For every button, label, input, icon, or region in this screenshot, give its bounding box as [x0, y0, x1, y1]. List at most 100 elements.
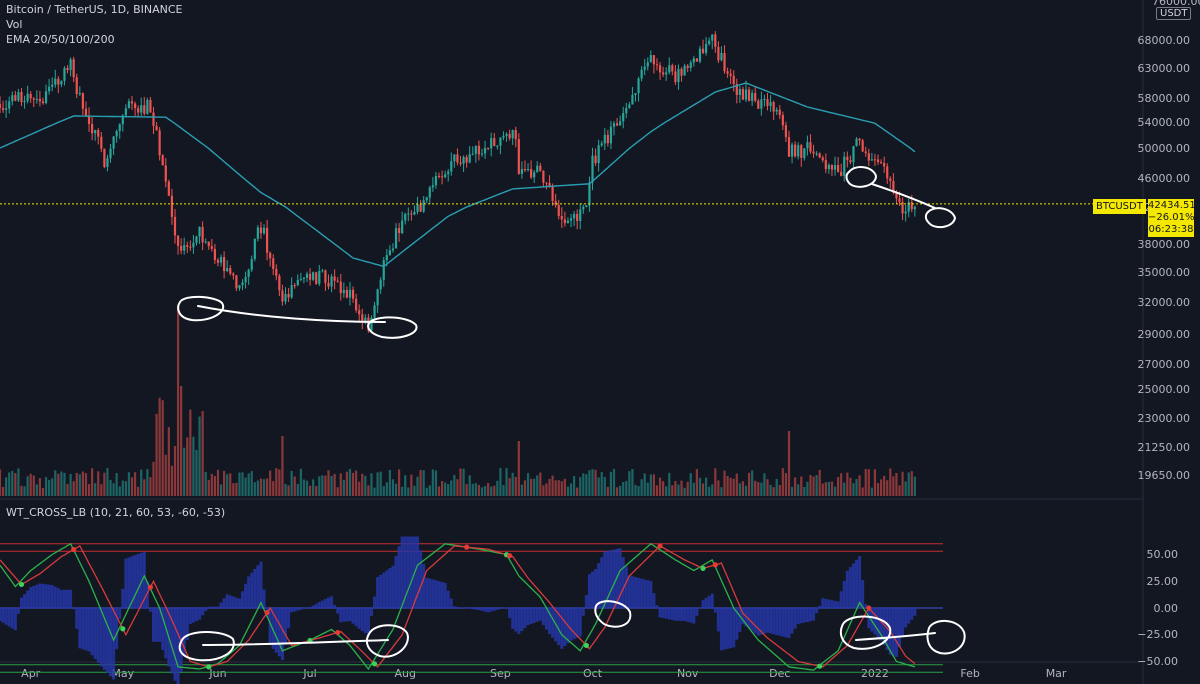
time-axis-tick-label: Jun [208, 667, 226, 680]
volume-bar [735, 473, 738, 496]
candle-body [631, 94, 634, 105]
volume-bar [889, 468, 892, 496]
volume-bar [428, 485, 431, 496]
volume-bar [701, 483, 705, 496]
histogram-bar [271, 608, 275, 649]
candle-body [772, 102, 775, 112]
volume-bar [655, 485, 659, 496]
volume-bar [662, 481, 665, 496]
volume-bar [615, 487, 619, 496]
volume-bar [155, 413, 158, 496]
volume-bar [692, 482, 695, 496]
candle-body [588, 182, 591, 206]
histogram-bar [793, 608, 797, 629]
candle-body [794, 144, 797, 157]
candle-body [849, 160, 852, 163]
volume-bar [508, 478, 511, 496]
histogram-bar [26, 590, 30, 608]
volume-bar [849, 477, 852, 496]
candle-body [843, 156, 846, 176]
currency-unit-label[interactable]: USDT [1156, 7, 1192, 20]
histogram-bar [345, 608, 349, 622]
histogram-bar [452, 606, 456, 608]
candle-body [787, 137, 791, 157]
volume-bar [913, 476, 916, 496]
histogram-bar [416, 536, 420, 608]
candle-body [84, 108, 88, 116]
candle-body [118, 124, 121, 132]
volume-bar [622, 482, 625, 496]
histogram-bar [115, 608, 119, 650]
ema-legend[interactable]: EMA 20/50/100/200 [6, 33, 115, 46]
last-price-tag: 42434.51 −26.01% 06:23:38 [1148, 199, 1196, 237]
candle-body [364, 317, 367, 322]
oscillator-axis-tick-label: −50.00 [1137, 655, 1178, 668]
histogram-bar [624, 566, 628, 608]
oscillator-legend[interactable]: WT_CROSS_LB (10, 21, 60, 53, -60, -53) [6, 506, 226, 519]
oscillator-axis-tick-label: −25.00 [1137, 628, 1178, 641]
histogram-bar [664, 608, 668, 619]
volume-bar [379, 471, 382, 496]
volume-legend[interactable]: Vol [6, 18, 23, 31]
histogram-bar [891, 608, 895, 656]
histogram-bar [397, 546, 401, 608]
histogram-bar [342, 608, 346, 622]
candle-body [149, 99, 152, 113]
candle-body [462, 157, 465, 164]
price-axis-tick-label: 63000.00 [1138, 62, 1191, 75]
candle-body [91, 123, 94, 134]
annotation-stroke [177, 295, 225, 322]
candle-body [809, 142, 812, 152]
volume-bar [256, 480, 259, 496]
candle-body [511, 130, 514, 139]
candle-body [416, 204, 419, 212]
volume-bar [628, 471, 631, 496]
candle-body [760, 99, 763, 109]
cross-dot [71, 546, 77, 553]
candle-body [723, 52, 726, 72]
volume-bar [717, 480, 720, 496]
price-axis-tick-label: 68000.00 [1138, 34, 1191, 47]
volume-bar [683, 487, 686, 496]
candle-body [434, 175, 438, 186]
volume-bar [41, 487, 45, 496]
candle-body [628, 104, 631, 108]
volume-bar [557, 480, 560, 496]
histogram-bar [683, 608, 687, 621]
histogram-bar [308, 607, 312, 608]
histogram-bar [529, 608, 533, 624]
histogram-bar [121, 588, 125, 608]
candle-body [720, 52, 723, 61]
histogram-bar [855, 559, 859, 608]
candle-body [275, 268, 278, 276]
candle-body [216, 259, 220, 263]
candle-body [133, 103, 137, 109]
candle-body [290, 285, 293, 298]
histogram-bar [802, 608, 806, 623]
volume-bar [483, 486, 487, 496]
candle-body [910, 202, 913, 210]
volume-bar [146, 469, 149, 496]
histogram-bar [219, 602, 223, 608]
histogram-bar [867, 608, 871, 629]
volume-bar [827, 481, 830, 496]
volume-bar [275, 468, 278, 496]
volume-bar [284, 484, 287, 496]
histogram-bar [23, 594, 27, 608]
volume-bar [815, 475, 818, 496]
histogram-bar [508, 608, 512, 619]
histogram-bar [815, 608, 819, 614]
cross-dot [700, 565, 706, 572]
candle-body [238, 285, 241, 289]
histogram-bar [437, 581, 441, 608]
histogram-bar [606, 550, 610, 608]
candle-body [496, 145, 499, 147]
histogram-bar [109, 608, 113, 677]
volume-bar [367, 485, 370, 496]
volume-bar [226, 474, 229, 496]
chart-title[interactable]: Bitcoin / TetherUS, 1D, BINANCE [6, 3, 183, 16]
histogram-bar [161, 608, 165, 651]
candle-body [57, 78, 60, 85]
candle-body [490, 138, 493, 149]
